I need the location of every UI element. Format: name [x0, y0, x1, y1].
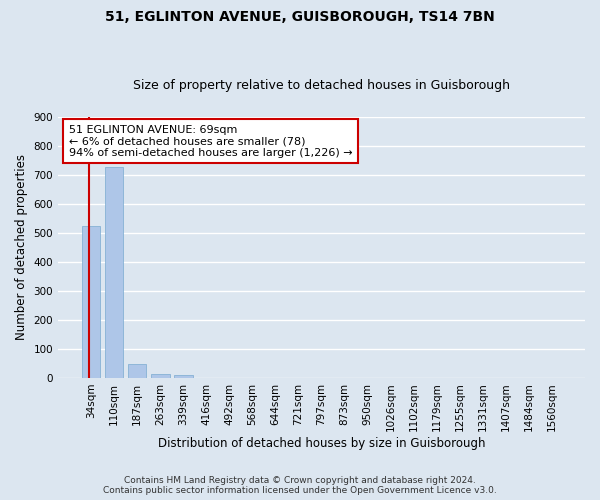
Text: 51, EGLINTON AVENUE, GUISBOROUGH, TS14 7BN: 51, EGLINTON AVENUE, GUISBOROUGH, TS14 7…	[105, 10, 495, 24]
Bar	[82, 226, 100, 378]
Bar	[105, 167, 124, 378]
X-axis label: Distribution of detached houses by size in Guisborough: Distribution of detached houses by size …	[158, 437, 485, 450]
Title: Size of property relative to detached houses in Guisborough: Size of property relative to detached ho…	[133, 79, 510, 92]
Y-axis label: Number of detached properties: Number of detached properties	[15, 154, 28, 340]
Text: 51 EGLINTON AVENUE: 69sqm
← 6% of detached houses are smaller (78)
94% of semi-d: 51 EGLINTON AVENUE: 69sqm ← 6% of detach…	[68, 124, 352, 158]
Text: Contains HM Land Registry data © Crown copyright and database right 2024.
Contai: Contains HM Land Registry data © Crown c…	[103, 476, 497, 495]
Bar	[151, 374, 170, 378]
Bar	[128, 364, 146, 378]
Bar	[174, 375, 193, 378]
